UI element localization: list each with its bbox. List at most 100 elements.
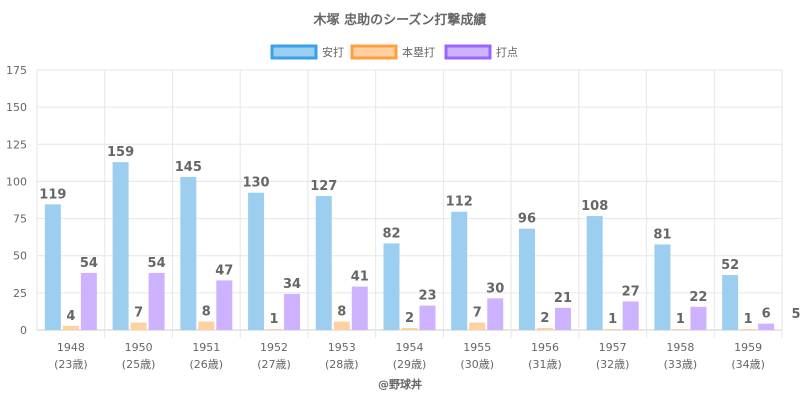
data-label: 1 bbox=[676, 312, 685, 327]
bar-3[interactable] bbox=[351, 286, 368, 330]
bar-3[interactable] bbox=[487, 298, 504, 330]
y-tick-label: 125 bbox=[6, 138, 27, 151]
x-tick-label: 1954 bbox=[396, 341, 424, 354]
x-tick-sublabel: (23歳) bbox=[54, 358, 88, 371]
x-tick-sublabel: (34歳) bbox=[731, 358, 765, 371]
data-label: 34 bbox=[283, 277, 301, 292]
data-label: 81 bbox=[653, 227, 671, 242]
x-tick-sublabel: (26歳) bbox=[190, 358, 224, 371]
y-axis: 0 25 50 75 100 125 150 175 bbox=[6, 64, 27, 337]
data-label: 41 bbox=[351, 270, 369, 285]
data-label: 127 bbox=[310, 179, 337, 194]
legend-swatch-1[interactable] bbox=[270, 44, 318, 60]
bar-1[interactable] bbox=[518, 228, 535, 330]
bar-1[interactable] bbox=[44, 204, 61, 330]
bar-2[interactable] bbox=[604, 328, 621, 330]
bar-3[interactable] bbox=[758, 323, 775, 330]
bar-2[interactable] bbox=[536, 327, 553, 330]
bar-1[interactable] bbox=[654, 244, 671, 330]
x-tick-label: 1956 bbox=[531, 341, 559, 354]
x-tick-label: 1959 bbox=[734, 341, 762, 354]
x-tick-sublabel: (33歳) bbox=[664, 358, 698, 371]
y-tick-label: 150 bbox=[6, 101, 27, 114]
bar-2[interactable] bbox=[266, 328, 283, 330]
data-label: 119 bbox=[39, 187, 66, 202]
legend-label-2[interactable]: 本塁打 bbox=[402, 45, 435, 59]
x-tick-label: 1948 bbox=[57, 341, 85, 354]
y-tick-label: 100 bbox=[6, 175, 27, 188]
data-label: 30 bbox=[486, 281, 504, 296]
bar-3[interactable] bbox=[216, 280, 233, 330]
x-tick-label: 1955 bbox=[463, 341, 491, 354]
data-label: 6 bbox=[762, 307, 771, 322]
x-tick-label: 1951 bbox=[192, 341, 220, 354]
data-label: 112 bbox=[446, 195, 473, 210]
data-label: 23 bbox=[418, 289, 436, 304]
x-axis-label: @野球丼 bbox=[378, 377, 422, 391]
x-tick-label: 1958 bbox=[666, 341, 694, 354]
bar-1[interactable] bbox=[315, 195, 332, 330]
bar-1[interactable] bbox=[248, 192, 265, 330]
data-label: 7 bbox=[134, 306, 143, 321]
x-tick-sublabel: (31歳) bbox=[528, 358, 562, 371]
bar-1[interactable] bbox=[112, 162, 129, 330]
data-label: 145 bbox=[175, 160, 202, 175]
bar-2[interactable] bbox=[130, 322, 147, 330]
bars bbox=[44, 162, 775, 330]
data-label: 47 bbox=[215, 263, 233, 278]
data-label: 54 bbox=[80, 256, 98, 271]
y-tick-label: 50 bbox=[13, 250, 27, 263]
data-label: 108 bbox=[581, 199, 608, 214]
data-label: 1 bbox=[744, 312, 753, 327]
data-label: 2 bbox=[540, 311, 549, 326]
bar-3[interactable] bbox=[622, 301, 639, 330]
bar-3[interactable] bbox=[284, 294, 301, 330]
bar-1[interactable] bbox=[451, 211, 468, 330]
grid bbox=[36, 69, 783, 338]
data-label: 96 bbox=[518, 212, 536, 227]
bar-3[interactable] bbox=[148, 272, 165, 330]
data-labels: 1194541597541458471301341278418222311273… bbox=[39, 145, 770, 327]
legend: 安打 本塁打 打点 bbox=[270, 44, 518, 60]
data-label: 1 bbox=[270, 312, 279, 327]
legend-swatch-3[interactable] bbox=[444, 44, 492, 60]
data-label: 52 bbox=[721, 258, 739, 273]
x-tick-sublabel: (27歳) bbox=[257, 358, 291, 371]
bar-1[interactable] bbox=[586, 216, 603, 330]
data-label: 130 bbox=[242, 176, 269, 191]
data-label: 7 bbox=[473, 306, 482, 321]
x-tick-sublabel: (28歳) bbox=[325, 358, 359, 371]
bar-3[interactable] bbox=[419, 305, 436, 330]
bar-2[interactable] bbox=[469, 322, 486, 330]
bar-1[interactable] bbox=[180, 176, 197, 330]
x-tick-sublabel: (30歳) bbox=[460, 358, 494, 371]
x-tick-sublabel: (32歳) bbox=[596, 358, 630, 371]
bar-3[interactable] bbox=[80, 272, 97, 330]
bar-2[interactable] bbox=[198, 321, 215, 330]
y-tick-label: 175 bbox=[6, 64, 27, 77]
x-tick-label: 1953 bbox=[328, 341, 356, 354]
data-label: 8 bbox=[337, 305, 346, 320]
chart-title: 木塚 忠助のシーズン打撃成績 bbox=[313, 12, 487, 28]
bar-1[interactable] bbox=[383, 243, 400, 330]
data-label: 8 bbox=[202, 305, 211, 320]
y-tick-label: 0 bbox=[20, 324, 27, 337]
x-tick-label: 1952 bbox=[260, 341, 288, 354]
annotation-label: 5 bbox=[791, 307, 800, 322]
legend-label-1[interactable]: 安打 bbox=[322, 45, 344, 59]
bar-2[interactable] bbox=[333, 321, 350, 330]
data-label: 82 bbox=[382, 226, 400, 241]
bar-2[interactable] bbox=[740, 328, 757, 330]
bar-2[interactable] bbox=[62, 325, 79, 330]
bar-2[interactable] bbox=[401, 327, 418, 330]
bar-3[interactable] bbox=[554, 307, 571, 330]
legend-swatch-2[interactable] bbox=[350, 44, 398, 60]
legend-label-3[interactable]: 打点 bbox=[496, 45, 518, 59]
data-label: 4 bbox=[66, 309, 75, 324]
y-tick-label: 75 bbox=[13, 213, 27, 226]
bar-3[interactable] bbox=[690, 306, 707, 330]
x-tick-sublabel: (29歳) bbox=[393, 358, 427, 371]
bar-1[interactable] bbox=[722, 275, 739, 330]
bar-2[interactable] bbox=[672, 328, 689, 330]
